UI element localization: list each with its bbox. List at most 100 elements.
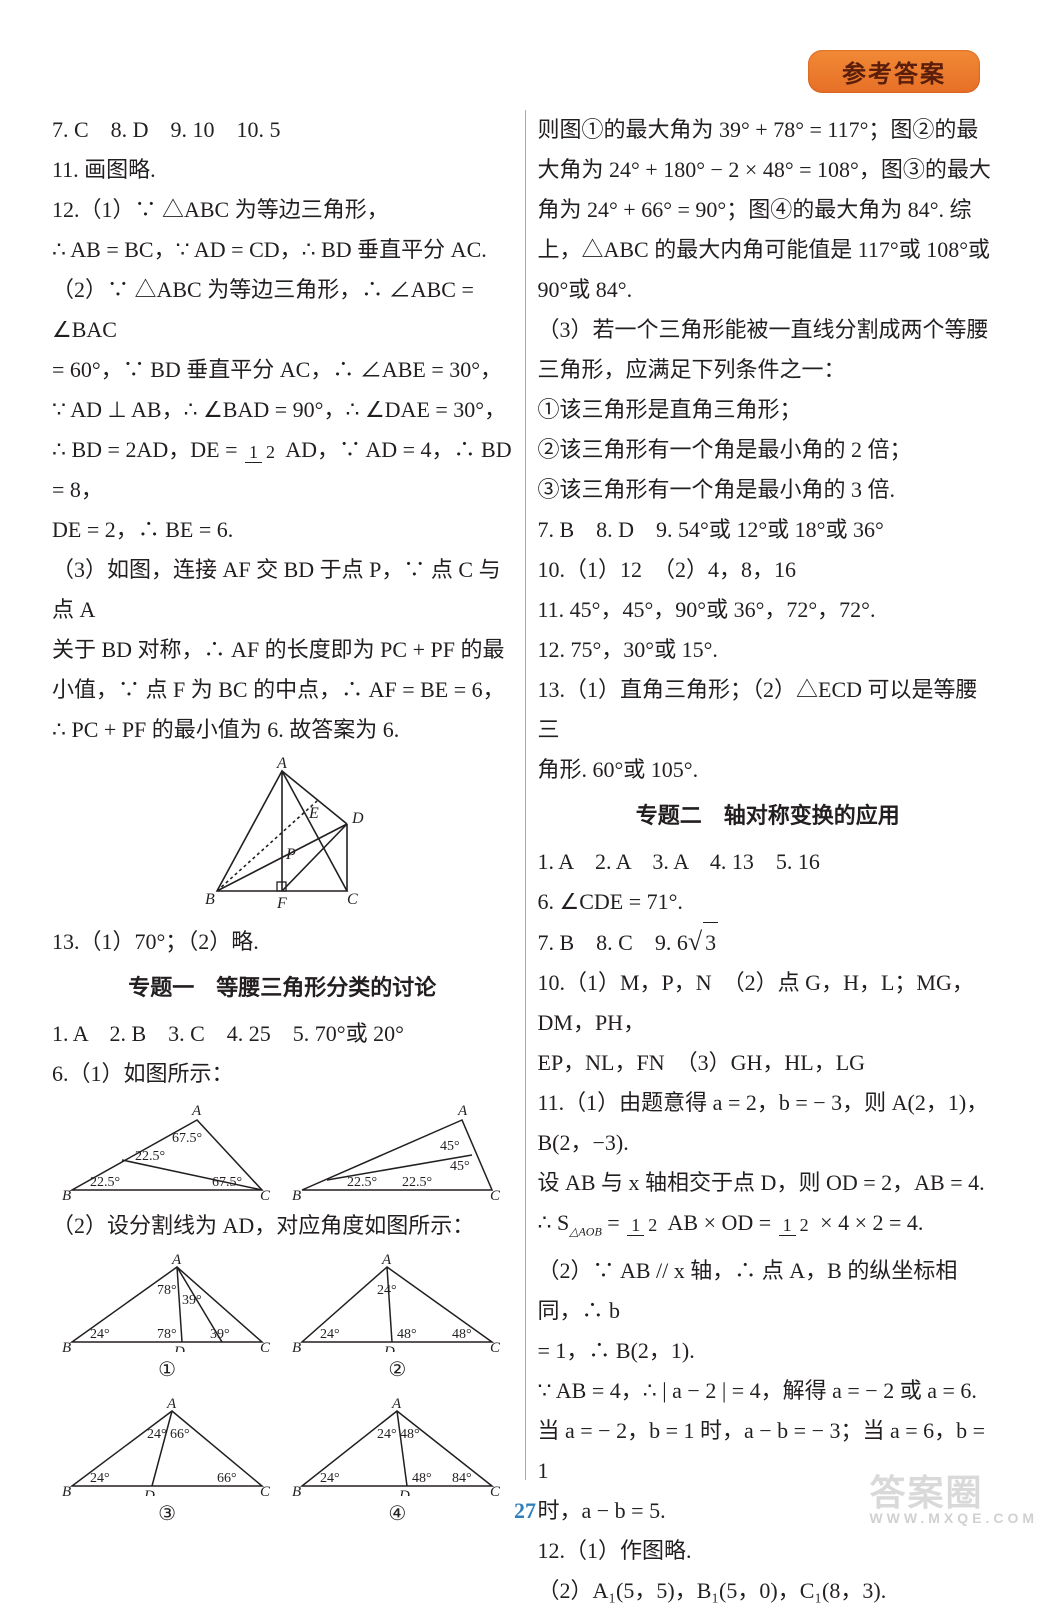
text-line: 设 AB 与 x 轴相交于点 D，则 OD = 2，AB = 4. [538, 1163, 999, 1203]
angle: 48° [400, 1427, 420, 1442]
text-line: ∴ S△AOB = 12 AB × OD = 12 × 4 × 2 = 4. [538, 1203, 999, 1251]
text-line: ∵ AD ⊥ AB，∴ ∠BAD = 90°，∴ ∠DAE = 30°， [52, 390, 513, 430]
seg: ∴ BD = 2AD，DE = [52, 437, 243, 462]
text-line: （3）如图，连接 AF 交 BD 于点 P，∵ 点 C 与点 A [52, 550, 513, 630]
seg: = [602, 1210, 625, 1235]
angle: 22.5° [135, 1149, 165, 1164]
text-line: 12.（1）∵ △ABC 为等边三角形， [52, 190, 513, 230]
text-line: ③该三角形有一个角是最小角的 3 倍. [538, 470, 999, 510]
text-line: 三角形，应满足下列条件之一： [538, 350, 999, 390]
text-line: 则图①的最大角为 39° + 78° = 117°；图②的最 [538, 110, 999, 150]
svg-text:B: B [62, 1340, 71, 1352]
text-line: 7. C 8. D 9. 10 10. 5 [52, 110, 513, 150]
angle: 24° [377, 1427, 397, 1442]
text-line: DE = 2，∴ BE = 6. [52, 510, 513, 550]
angle: 39° [210, 1327, 230, 1342]
text-line: （2）A₁(5，5)，B₁(5，0)，C₁(8，3). [538, 1571, 999, 1611]
text-line: ∵ AB = 4，∴ | a − 2 | = 4，解得 a = − 2 或 a … [538, 1371, 999, 1411]
subscript: △AOB [569, 1224, 602, 1238]
tri-d2: ABCD 24° 24° 48° 48° [292, 1252, 502, 1352]
angle: 48° [452, 1327, 472, 1342]
text-line: = 1，∴ B(2，1). [538, 1331, 999, 1371]
figure-triangle-main: A B C _ D E P F [52, 756, 513, 916]
text-line: 12.（1）作图略. [538, 1531, 999, 1571]
right-column: 则图①的最大角为 39° + 78° = 117°；图②的最 大角为 24° +… [526, 110, 1011, 1480]
seg: ∴ S [538, 1210, 570, 1235]
text-line: 1. A 2. B 3. C 4. 25 5. 70°或 20° [52, 1014, 513, 1054]
angle: 66° [170, 1427, 190, 1442]
fig-label-2: ② [292, 1350, 502, 1390]
angle: 84° [452, 1471, 472, 1486]
text-line: 角为 24° + 66° = 90°；图④的最大角为 84°. 综 [538, 190, 999, 230]
watermark-big: 答案圈 [869, 1472, 983, 1513]
text-line: EP，NL，FN （3）GH，HL，LG [538, 1043, 999, 1083]
triangle-svg: A B C _ D E P F [187, 756, 377, 916]
svg-text:C: C [490, 1340, 501, 1352]
seg: × 4 × 2 = 4. [820, 1210, 923, 1235]
figure-row-6-2-top: ABCD 78° 39° 24° 78° 39° ① [52, 1252, 513, 1390]
svg-text:A: A [391, 1396, 402, 1412]
svg-text:C: C [490, 1188, 501, 1200]
tri-d3: A B C D 24° 66° 24° 66° [62, 1396, 272, 1496]
angle: 24° [147, 1427, 167, 1442]
pt-A: A [276, 756, 287, 772]
tri-d4: ABCD 24° 48° 24° 48° 84° [292, 1396, 502, 1496]
svg-text:D: D [143, 1488, 155, 1496]
angle: 24° [377, 1283, 397, 1298]
pt-D: D [351, 810, 364, 827]
text-line: 关于 BD 对称，∴ AF 的长度即为 PC + PF 的最 [52, 630, 513, 670]
svg-text:A: A [171, 1252, 182, 1268]
text-line: 6.（1）如图所示： [52, 1054, 513, 1094]
svg-text:B: B [62, 1484, 71, 1496]
text-line: B(2，−3). [538, 1123, 999, 1163]
text-line: ①该三角形是直角三角形； [538, 390, 999, 430]
angle: 22.5° [402, 1175, 432, 1190]
text-line: 1. A 2. A 3. A 4. 13 5. 16 [538, 842, 999, 882]
angle: 45° [450, 1159, 470, 1174]
angle: 45° [440, 1139, 460, 1154]
text-line: 11. 45°，45°，90°或 36°，72°，72°. [538, 590, 999, 630]
svg-text:A: A [381, 1252, 392, 1268]
angle: 78° [157, 1327, 177, 1342]
section-title-2: 专题二 轴对称变换的应用 [538, 796, 999, 836]
text-line: 10.（1）12 （2）4，8，16 [538, 550, 999, 590]
watermark: 答案圈 WWW.MXQE.COM [869, 1464, 1038, 1526]
svg-text:C: C [260, 1484, 271, 1496]
angle: 48° [412, 1471, 432, 1486]
svg-text:A: A [166, 1396, 177, 1412]
angle: 39° [182, 1293, 202, 1308]
fraction-half: 12 [245, 443, 279, 461]
angle: 24° [90, 1471, 110, 1486]
text-line: 上，△ABC 的最大内角可能值是 117°或 108°或 [538, 230, 999, 270]
text-line: 7. B 8. C 9. 6√3 [538, 922, 999, 963]
seg: AB × OD = [668, 1210, 777, 1235]
svg-text:B: B [62, 1188, 71, 1200]
text-line: 10.（1）M，P，N （2）点 G，H，L；MG，DM，PH， [538, 963, 999, 1043]
text-line: （2）∵ △ABC 为等边三角形，∴ ∠ABC = ∠BAC [52, 270, 513, 350]
left-column: 7. C 8. D 9. 10 10. 5 11. 画图略. 12.（1）∵ △… [40, 110, 526, 1480]
text-line: 大角为 24° + 180° − 2 × 48° = 108°，图③的最大 [538, 150, 999, 190]
fraction-half: 12 [779, 1216, 813, 1234]
angle: 66° [217, 1471, 237, 1486]
angle: 22.5° [347, 1175, 377, 1190]
text-line: 90°或 84°. [538, 270, 999, 310]
angle: 22.5° [90, 1175, 120, 1190]
svg-text:A: A [457, 1103, 468, 1119]
angle: 78° [157, 1283, 177, 1298]
text-line: 11. 画图略. [52, 150, 513, 190]
pt-C: C [347, 891, 358, 908]
svg-text:B: B [292, 1484, 301, 1496]
pt-F: F [276, 895, 287, 912]
svg-text:C: C [260, 1340, 271, 1352]
tri-6-1b: A B C 45° 45° 22.5° 22.5° [292, 1100, 502, 1200]
text-line: （2）∵ AB // x 轴，∴ 点 A，B 的纵坐标相同，∴ b [538, 1251, 999, 1331]
svg-text:B: B [292, 1188, 301, 1200]
text-line: 6. ∠CDE = 71°. [538, 882, 999, 922]
svg-text:C: C [260, 1188, 271, 1200]
text-line: ∴ PC + PF 的最小值为 6. 故答案为 6. [52, 710, 513, 750]
text-line: ∴ BD = 2AD，DE = 12 AD，∵ AD = 4，∴ BD = 8， [52, 430, 513, 510]
seg: 7. B 8. C 9. 6 [538, 930, 688, 955]
angle: 48° [397, 1327, 417, 1342]
text-line: ②该三角形有一个角是最小角的 2 倍； [538, 430, 999, 470]
text-line: 11.（1）由题意得 a = 2，b = − 3，则 A(2，1)， [538, 1083, 999, 1123]
